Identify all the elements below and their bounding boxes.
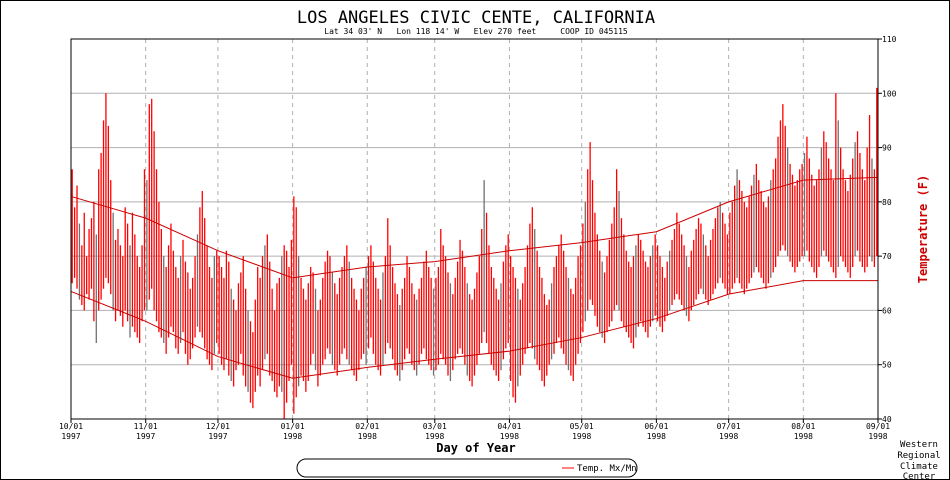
x-tick-year: 1997 <box>61 432 80 441</box>
x-tick-label: 07/01 <box>717 422 741 431</box>
x-tick-year: 1997 <box>208 432 227 441</box>
x-tick-label: 10/01 <box>59 422 83 431</box>
x-tick-year: 1998 <box>358 432 377 441</box>
x-tick-label: 01/01 <box>281 422 305 431</box>
y-tick-label: 100 <box>882 89 897 98</box>
y-tick-label: 40 <box>882 415 892 424</box>
x-tick-year: 1998 <box>500 432 519 441</box>
y-axis-label: Temperature (F) <box>916 175 930 283</box>
x-axis: 10/01199711/01199712/01199701/01199802/0… <box>59 419 890 441</box>
credit-line: Western <box>900 440 938 450</box>
y-tick-label: 70 <box>882 252 892 261</box>
chart-subtitle: Lat 34 03' N Lon 118 14' W Elev 270 feet… <box>324 27 628 36</box>
normal-lines <box>70 176 879 379</box>
x-tick-label: 12/01 <box>206 422 230 431</box>
plot-frame <box>70 38 879 420</box>
x-tick-label: 11/01 <box>134 422 158 431</box>
x-tick-year: 1998 <box>868 432 887 441</box>
y-tick-label: 50 <box>882 361 892 370</box>
y-tick-label: 60 <box>882 306 892 315</box>
legend: Temp. Mx/Mn <box>296 458 638 478</box>
x-tick-label: 04/01 <box>497 422 521 431</box>
x-axis-label: Day of Year <box>436 441 515 455</box>
x-tick-year: 1998 <box>425 432 444 441</box>
legend-box <box>296 458 638 478</box>
x-tick-year: 1997 <box>136 432 155 441</box>
y-tick-label: 110 <box>882 35 897 44</box>
x-tick-label: 06/01 <box>644 422 668 431</box>
x-tick-year: 1998 <box>572 432 591 441</box>
x-tick-label: 08/01 <box>791 422 815 431</box>
y-tick-label: 90 <box>882 144 892 153</box>
x-tick-year: 1998 <box>719 432 738 441</box>
x-tick-label: 02/01 <box>355 422 379 431</box>
normal-max-line <box>70 176 879 279</box>
credit-line: Regional <box>897 451 940 461</box>
credit: Western Regional Climate Center <box>897 440 940 480</box>
y-tick-label: 80 <box>882 198 892 207</box>
credit-line: Center <box>903 472 936 480</box>
x-tick-year: 1998 <box>283 432 302 441</box>
normal-min-line <box>70 280 878 379</box>
legend-label: Temp. Mx/Mn <box>577 464 637 474</box>
chart-title: LOS ANGELES CIVIC CENTE, CALIFORNIA <box>297 8 655 28</box>
credit-line: Climate <box>900 462 938 472</box>
x-tick-label: 09/01 <box>866 422 890 431</box>
x-tick-label: 03/01 <box>423 422 447 431</box>
y-axis: 40 50 60 70 80 90 100 110 <box>878 35 897 424</box>
x-tick-year: 1998 <box>794 432 813 441</box>
x-tick-year: 1998 <box>647 432 666 441</box>
bars <box>71 87 878 419</box>
x-tick-label: 05/01 <box>570 422 594 431</box>
